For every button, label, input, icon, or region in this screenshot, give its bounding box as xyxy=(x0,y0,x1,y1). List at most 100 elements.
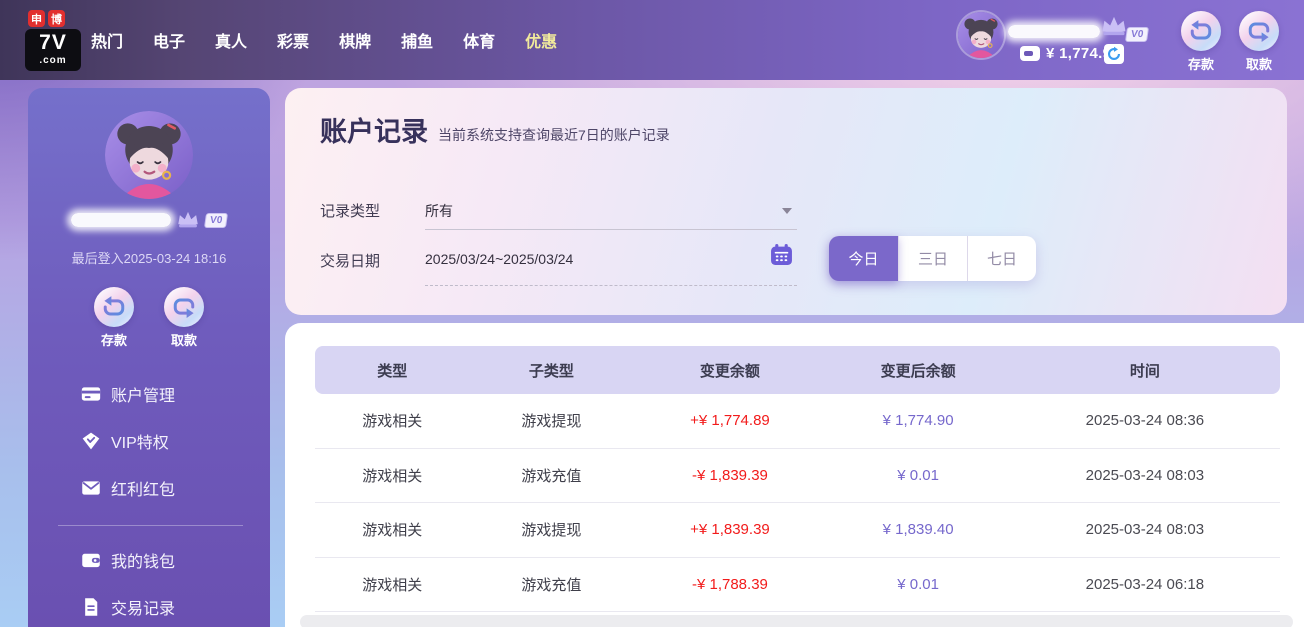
document-icon xyxy=(85,597,98,616)
sidebar-item-account-management[interactable]: 账户管理 xyxy=(28,370,270,417)
sidebar: V0 最后登入2025-03-24 18:16 存款 取款 xyxy=(28,88,270,627)
withdraw-label: 取款 xyxy=(1245,57,1272,72)
column-header: 子类型 xyxy=(528,362,574,380)
site-logo[interactable]: 申 博 7V .com xyxy=(25,10,85,71)
records-table-panel: 类型 子类型 变更余额 变更后余额 时间 游戏相关 游戏提现 +¥ 1,774.89 ¥… xyxy=(285,323,1304,627)
wallet-card-icon xyxy=(1020,46,1040,61)
sidebar-withdraw-label: 取款 xyxy=(170,333,197,348)
sidebar-deposit-button[interactable]: 存款 xyxy=(91,287,137,349)
cell-change-amount: -¥ 1,839.39 xyxy=(691,466,768,484)
wallet-icon xyxy=(82,553,100,567)
date-range-tabs: 今日 三日 七日 xyxy=(829,236,1036,281)
date-range-field[interactable]: 2025/03/24~2025/03/24 xyxy=(425,251,574,267)
sidebar-item-label: 我的钱包 xyxy=(111,553,176,571)
logo-badge-1: 申 xyxy=(28,10,45,27)
balance-amount: ¥ 1,774.9 xyxy=(1046,45,1112,62)
cell-after-balance: ¥ 0.01 xyxy=(897,466,939,484)
cell-time: 2025-03-24 08:36 xyxy=(1085,412,1205,430)
cell-type: 游戏相关 xyxy=(362,576,423,594)
nav-item[interactable]: 棋牌 xyxy=(339,34,372,51)
sidebar-user-row: V0 xyxy=(28,207,270,233)
record-type-select[interactable]: 所有 xyxy=(425,203,453,219)
sidebar-item-transaction-records[interactable]: 交易记录 xyxy=(28,583,270,627)
username-blurred xyxy=(1008,25,1100,38)
cell-time: 2025-03-24 08:03 xyxy=(1085,466,1205,484)
vip-diamond-icon xyxy=(82,432,100,449)
cell-time: 2025-03-24 06:18 xyxy=(1085,575,1205,593)
page-title: 账户记录 xyxy=(320,117,428,147)
sidebar-avatar xyxy=(105,111,193,199)
page-subtitle: 当前系统支持查询最近7日的账户记录 xyxy=(438,127,670,143)
account-records-panel: 账户记录 当前系统支持查询最近7日的账户记录 记录类型 所有 交易日期 2025… xyxy=(285,88,1287,315)
table-row: 游戏相关 游戏提现 +¥ 1,839.39 ¥ 1,839.40 2025-03… xyxy=(315,503,1280,558)
sidebar-item-label: 账户管理 xyxy=(111,387,176,405)
sidebar-item-label: VIP特权 xyxy=(111,434,169,452)
table-body: 游戏相关 游戏提现 +¥ 1,774.89 ¥ 1,774.90 2025-03… xyxy=(315,394,1280,612)
nav-item[interactable]: 热门 xyxy=(91,34,124,51)
cell-type: 游戏相关 xyxy=(362,467,423,485)
sidebar-vip-crown-icon xyxy=(178,211,198,228)
cell-change-amount: -¥ 1,788.39 xyxy=(691,575,768,593)
chevron-down-icon xyxy=(782,208,792,214)
withdraw-icon xyxy=(1239,11,1279,51)
sidebar-item-my-wallet[interactable]: 我的钱包 xyxy=(28,536,270,583)
record-type-underline xyxy=(425,229,797,230)
nav-item[interactable]: 捕鱼 xyxy=(401,34,434,51)
sidebar-item-label: 红利红包 xyxy=(111,481,176,499)
refresh-balance-button[interactable] xyxy=(1104,44,1124,64)
cell-type: 游戏相关 xyxy=(362,413,423,431)
bank-card-icon xyxy=(81,386,101,401)
user-avatar[interactable] xyxy=(958,12,1004,58)
main-nav: 热门 电子 真人 彩票 棋牌 捕鱼 体育 优惠 xyxy=(91,0,557,80)
deposit-label: 存款 xyxy=(1187,57,1214,72)
topbar-actions: 存款 取款 xyxy=(1178,11,1282,73)
calendar-icon[interactable] xyxy=(770,243,793,266)
sidebar-username-blurred xyxy=(70,213,171,227)
deposit-icon xyxy=(1181,11,1221,51)
date-range-underline xyxy=(425,285,797,286)
nav-item[interactable]: 体育 xyxy=(463,34,496,51)
range-tab[interactable]: 七日 xyxy=(967,236,1036,281)
cell-type: 游戏相关 xyxy=(362,522,423,540)
sidebar-vip-level-badge: V0 xyxy=(203,212,229,228)
horizontal-scrollbar[interactable] xyxy=(300,615,1293,627)
sidebar-actions: 存款 取款 xyxy=(28,287,270,349)
sidebar-menu: 账户管理 VIP特权 红利红包 xyxy=(28,370,270,627)
sidebar-item-label: 交易记录 xyxy=(111,600,176,618)
nav-item[interactable]: 优惠 xyxy=(525,34,558,51)
date-range-label: 交易日期 xyxy=(320,253,381,270)
nav-item[interactable]: 真人 xyxy=(215,34,248,51)
topbar: 申 博 7V .com 热门 电子 真人 彩票 棋牌 捕鱼 体育 优惠 V0 ¥ 1,774.… xyxy=(0,0,1304,80)
range-tab[interactable]: 三日 xyxy=(898,236,967,281)
sidebar-withdraw-button[interactable]: 取款 xyxy=(161,287,207,349)
cell-after-balance: ¥ 1,839.40 xyxy=(882,521,954,539)
withdraw-button[interactable]: 取款 xyxy=(1236,11,1282,73)
table-header: 类型 子类型 变更余额 变更后余额 时间 xyxy=(315,346,1280,394)
vip-level-badge: V0 xyxy=(1124,27,1150,42)
table-row: 游戏相关 游戏提现 +¥ 1,774.89 ¥ 1,774.90 2025-03… xyxy=(315,394,1280,449)
column-header: 类型 xyxy=(377,362,408,380)
panel-header: 账户记录 当前系统支持查询最近7日的账户记录 xyxy=(320,110,670,149)
logo-badge-2: 博 xyxy=(48,10,65,27)
sidebar-deposit-label: 存款 xyxy=(100,333,127,348)
sidebar-item-bonus-red-packet[interactable]: 红利红包 xyxy=(28,464,270,511)
cell-subtype: 游戏充值 xyxy=(521,467,582,485)
logo-suffix: .com xyxy=(39,55,67,66)
last-login-text: 最后登入2025-03-24 18:16 xyxy=(71,251,227,266)
cell-after-balance: ¥ 0.01 xyxy=(897,575,939,593)
column-header: 变更后余额 xyxy=(880,362,956,380)
deposit-button[interactable]: 存款 xyxy=(1178,11,1224,73)
cell-subtype: 游戏提现 xyxy=(521,522,582,540)
logo-box: 7V .com xyxy=(25,29,81,71)
sidebar-divider xyxy=(58,525,243,526)
range-tab[interactable]: 今日 xyxy=(829,236,898,281)
nav-item[interactable]: 彩票 xyxy=(277,34,310,51)
envelope-icon xyxy=(82,480,100,495)
cell-change-amount: +¥ 1,839.39 xyxy=(690,521,770,539)
refresh-icon xyxy=(1108,46,1120,60)
cell-subtype: 游戏充值 xyxy=(521,576,582,594)
cell-after-balance: ¥ 1,774.90 xyxy=(882,412,954,430)
nav-item[interactable]: 电子 xyxy=(153,34,186,51)
sidebar-item-vip-privileges[interactable]: VIP特权 xyxy=(28,417,270,464)
